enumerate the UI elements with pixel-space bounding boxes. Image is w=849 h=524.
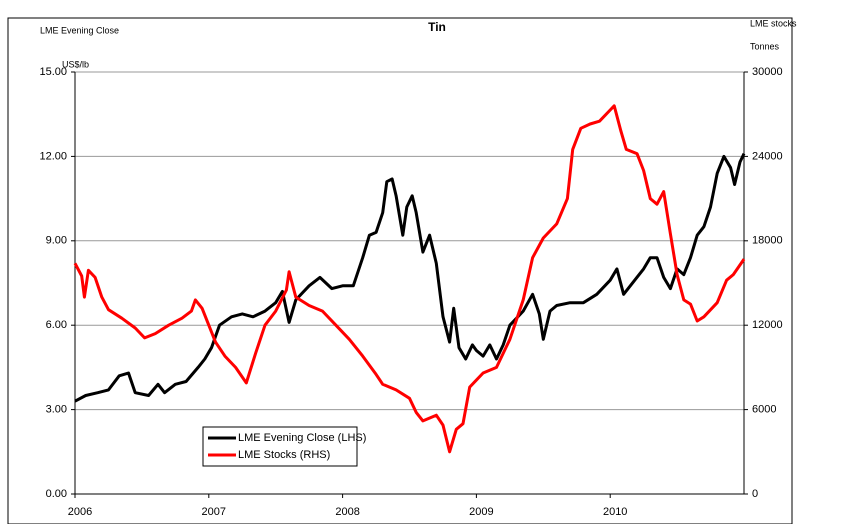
chart-title: Tin <box>428 20 446 34</box>
y-tick-label: 0.00 <box>46 488 67 500</box>
y2-axis-label: Tonnes <box>750 41 780 51</box>
y-tick-label: 12.00 <box>39 150 67 162</box>
y-tick-label: 9.00 <box>46 235 67 247</box>
x-tick-label: 2007 <box>202 506 226 518</box>
legend-box <box>202 426 358 467</box>
y2-tick-label: 12000 <box>752 319 783 331</box>
x-tick-label: 2010 <box>603 506 627 518</box>
legend-label: LME Stocks (RHS) <box>238 449 330 461</box>
legend-label: LME Evening Close (LHS) <box>238 432 366 444</box>
x-tick-label: 2009 <box>469 506 493 518</box>
y2-tick-label: 0 <box>752 488 758 500</box>
y2-tick-label: 18000 <box>752 235 783 247</box>
data-line <box>74 152 746 403</box>
x-tick-label: 2006 <box>68 506 92 518</box>
y-tick-label: 6.00 <box>46 319 67 331</box>
data-line <box>73 104 746 454</box>
y2-tick-label: 30000 <box>752 66 783 78</box>
y-tick-label: 3.00 <box>46 404 67 416</box>
y-tick-label: 15.00 <box>39 66 67 78</box>
y2-tick-label: 24000 <box>752 150 783 162</box>
x-tick-label: 2008 <box>335 506 359 518</box>
left-header: LME Evening Close <box>40 25 119 35</box>
y-axis-label: US$/lb <box>62 59 89 69</box>
right-header: LME stocks <box>750 18 797 28</box>
y2-tick-label: 6000 <box>752 404 776 416</box>
chart-frame <box>7 17 793 524</box>
